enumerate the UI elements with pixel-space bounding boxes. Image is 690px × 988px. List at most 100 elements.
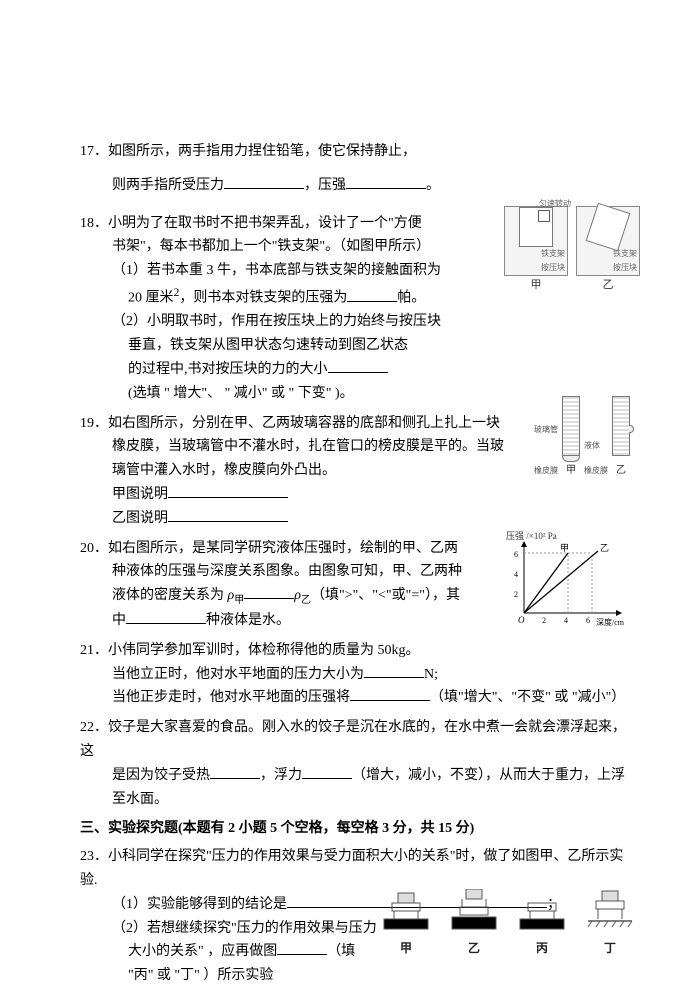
q17-l2c: 。 — [426, 178, 440, 193]
question-20: 压强 /×10² Pa 6 4 2 2 4 6 O 深度/cm 甲 乙 20．如… — [80, 537, 630, 633]
q17-l2a: 则两手指所受压力 — [112, 178, 224, 193]
q23-p2d: "丙" 或 "丁" ）所示实验 — [80, 964, 630, 988]
q23-p2b: 大小的关系" ，应再做图 — [128, 944, 277, 959]
q21-t2row: 当他立正时，他对水平地面的压力大小为N; — [80, 663, 630, 687]
q19-t5: 乙图说明 — [112, 511, 168, 526]
q19-figure: 玻璃管 橡皮膜 甲 液体 橡皮膜 乙 — [534, 396, 630, 479]
q23-c2: 乙 — [448, 938, 500, 958]
q20-t4a: 中 — [112, 613, 126, 628]
q23-c1: 甲 — [380, 938, 432, 958]
q18-fig-l4: 铁支架 — [577, 247, 639, 261]
q20-xlabel: 深度/cm — [596, 617, 625, 627]
q18-i1: 小明为了在取书时不把书架弄乱，设计了一个"方便 — [108, 216, 422, 231]
q19-t4r: 甲图说明 — [80, 483, 630, 507]
q18-cap-jia: 甲 — [504, 276, 568, 295]
q19-fb: 液体 — [584, 438, 608, 453]
q18-fig-yi: 铁支架 按压块 乙 — [576, 206, 640, 295]
q20-y2: 2 — [514, 590, 518, 599]
q20-y4: 4 — [514, 570, 518, 579]
q21-t3row: 当他正步走时，他对水平地面的压强将 （填"增大"、"不变" 或 "减小"） — [80, 686, 630, 710]
q22-t2a: 是因为饺子受热 — [112, 768, 210, 783]
q18-p1c: ，则书本对铁支架的压强为 — [179, 291, 347, 306]
q19-fd: 橡皮膜 — [534, 463, 558, 478]
q22-blank2 — [302, 765, 352, 779]
q23-fig-jia: 甲 — [380, 889, 432, 959]
q18-figure: 匀速转动 铁支架 按压块 甲 铁支架 按压块 乙 — [504, 206, 640, 295]
q19-t1: 如右图所示，分别在甲、乙两玻璃容器的底部和侧孔上扎上一块 — [108, 416, 500, 431]
q20-la: 甲 — [560, 543, 569, 553]
q21-num: 21． — [80, 643, 108, 658]
q17-num: 17． — [80, 144, 108, 159]
q20-chart-svg: 压强 /×10² Pa 6 4 2 2 4 6 O 深度/cm 甲 乙 — [502, 529, 630, 629]
q23-p2c: （填 — [327, 944, 355, 959]
q20-origin: O — [518, 615, 525, 625]
q18-fig-l5: 按压块 — [577, 261, 639, 275]
q17-l2b: ，压强 — [304, 178, 346, 193]
q18-p2c: 的过程中,书对按压块的力的大小 — [128, 362, 328, 377]
q18-p1d: 帕。 — [397, 291, 425, 306]
q20-sub1: 甲 — [234, 595, 244, 606]
q18-p2c-row: 的过程中,书对按压块的力的大小 — [80, 358, 630, 382]
q20-t4b: 种液体是水。 — [206, 613, 290, 628]
q18-blank2 — [328, 359, 388, 373]
q20-x4: 4 — [564, 616, 568, 625]
q20-lb: 乙 — [600, 543, 609, 553]
q23-c3: 丙 — [516, 938, 568, 958]
q22-t2row: 是因为饺子受热，浮力（增大，减小，不变），从而大于重力，上浮至水面。 — [80, 764, 630, 812]
question-21: 21．小伟同学参加军训时，体检称得他的质量为 50kg。 当他立正时，他对水平地… — [80, 639, 630, 710]
q20-rho2: ρ — [294, 588, 301, 603]
q21-t3a: 当他正步走时，他对水平地面的压强将 — [112, 690, 350, 705]
q18-fig-jia: 匀速转动 铁支架 按压块 甲 — [504, 206, 568, 295]
question-22: 22．饺子是大家喜爱的食品。刚入水的饺子是沉在水底的，在水中煮一会就会漂浮起来，… — [80, 716, 630, 811]
q19-fa: 玻璃管 — [534, 422, 558, 437]
section-3-title: 三、实验探究题(本题有 2 小题 5 个空格，每空格 3 分，共 15 分) — [80, 817, 630, 841]
question-18: 匀速转动 铁支架 按压块 甲 铁支架 按压块 乙 18．小明为了在取书时不把书架 — [80, 212, 630, 406]
q19-blank2 — [168, 508, 288, 522]
q20-x2: 2 — [542, 616, 546, 625]
q19-cap1: 甲 — [562, 462, 580, 479]
question-17: 17．如图所示，两手指用力捏住铅笔，使它保持静止， 则两手指所受压力 ，压强 。 — [80, 140, 630, 198]
q21-blank2 — [350, 687, 430, 701]
q17-blank1 — [224, 175, 304, 189]
q22-blank1 — [210, 765, 260, 779]
q23-fig-bing: 丙 — [516, 889, 568, 959]
q18-blank1 — [347, 288, 397, 302]
q23-fig-yi: 乙 — [448, 889, 500, 959]
q23-blank2 — [277, 941, 327, 955]
q23-c4: 丁 — [584, 938, 636, 958]
q19-t4: 甲图说明 — [112, 487, 168, 502]
q18-fig-l3: 按压块 — [505, 261, 567, 275]
q19-tube-yi: 乙 — [612, 396, 630, 479]
question-19: 玻璃管 橡皮膜 甲 液体 橡皮膜 乙 19．如右图所示 — [80, 412, 630, 531]
q19-tube-jia: 甲 — [562, 396, 580, 479]
q22-num: 22． — [80, 720, 108, 735]
q20-blank2 — [126, 610, 206, 624]
q17-blank2 — [346, 175, 426, 189]
q21-t3b: （填"增大"、"不变" 或 "减小"） — [430, 690, 625, 705]
q19-blank1 — [168, 484, 288, 498]
q20-ylabel: 压强 /×10² Pa — [506, 531, 557, 541]
q17-line2: 则两手指所受压力 ，压强 。 — [80, 174, 630, 198]
q18-p2b: 垂直，铁支架从图甲状态匀速转动到图乙状态 — [80, 334, 630, 358]
q20-num: 20． — [80, 541, 108, 556]
q18-fig-l2: 铁支架 — [505, 247, 567, 261]
q19-num: 19． — [80, 416, 108, 431]
q18-p1b: 20 厘米 — [128, 291, 174, 306]
q21-t2b: N; — [424, 667, 438, 682]
q23-figure: 甲 乙 丙 丁 — [380, 889, 636, 959]
q19-fc: 橡皮膜 — [584, 463, 608, 478]
q20-sub2: 乙 — [301, 595, 311, 606]
q20-x6: 6 — [586, 616, 590, 625]
q23-t1: 小科同学在探究"压力的作用效果与受力面积大小的关系"时，做了如图甲、乙所示实验. — [80, 849, 623, 888]
q21-blank1 — [364, 664, 424, 678]
q19-t5r: 乙图说明 — [80, 507, 630, 531]
q18-num: 18． — [80, 216, 108, 231]
q20-t1: 如右图所示，是某同学研究液体压强时，绘制的甲、乙两 — [108, 541, 458, 556]
q18-p2a: （2）小明取书时，作用在按压块上的力始终与按压块 — [80, 310, 630, 334]
q21-t1: 小伟同学参加军训时，体检称得他的质量为 50kg。 — [108, 643, 420, 658]
q19-cap2: 乙 — [612, 462, 630, 479]
q18-cap-yi: 乙 — [576, 276, 640, 295]
q23-num: 23． — [80, 849, 108, 864]
q17-l1: 如图所示，两手指用力捏住铅笔，使它保持静止， — [108, 144, 416, 159]
question-23: 23．小科同学在探究"压力的作用效果与受力面积大小的关系"时，做了如图甲、乙所示… — [80, 845, 630, 988]
